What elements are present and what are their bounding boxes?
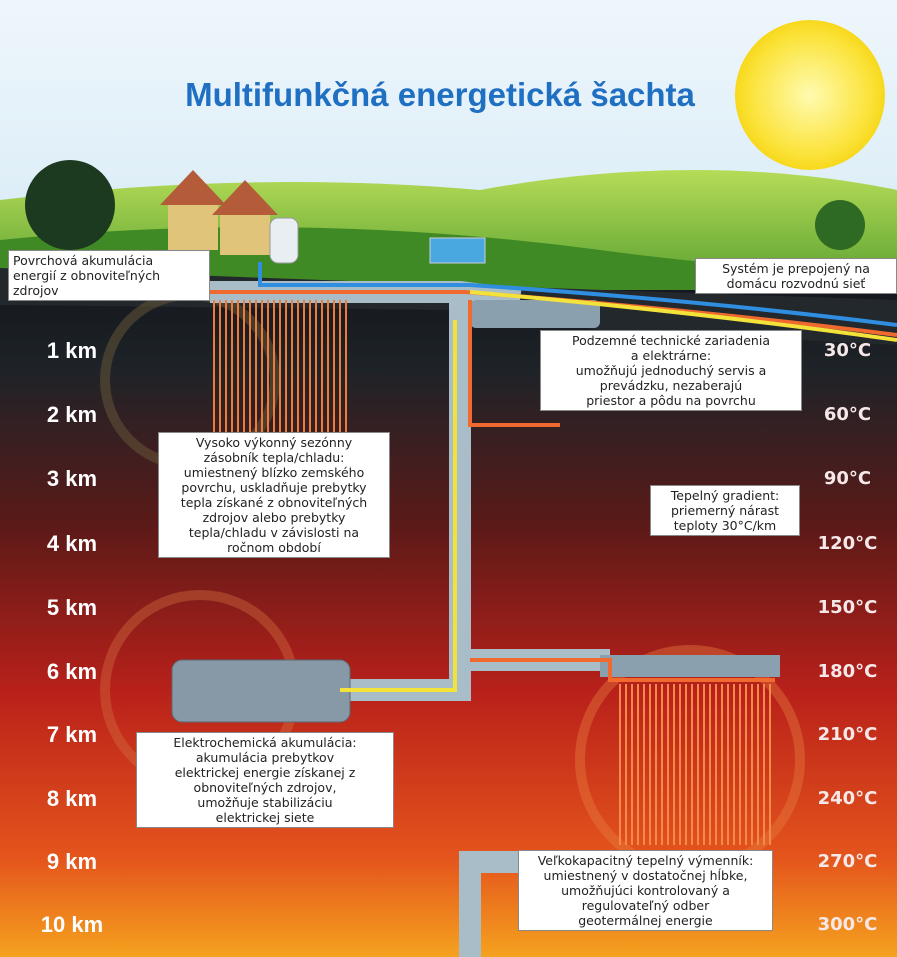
callout-line: regulovateľný odber (523, 898, 768, 913)
callout-line: ročnom období (163, 540, 385, 555)
depth-label: 6 km (22, 659, 122, 685)
callout-line: priestor a pôdu na povrchu (545, 393, 797, 408)
callout-line: Vysoko výkonný sezónny (163, 435, 385, 450)
title: Multifunkčná energetická šachta (0, 76, 880, 114)
temperature-label: 240°C (800, 788, 895, 809)
callout-line: umožňujúci kontrolovaný a (523, 883, 768, 898)
temperature-label: 150°C (800, 597, 895, 618)
temperature-label: 120°C (800, 533, 895, 554)
depth-label: 1 km (22, 338, 122, 364)
callout-line: geotermálnej energie (523, 913, 768, 928)
depth-label: 10 km (22, 912, 122, 938)
callout-line: akumulácia prebytkov (141, 750, 389, 765)
callout-line: umiestnený v dostatočnej hĺbke, (523, 868, 768, 883)
callout-line: Systém je prepojený na (700, 261, 892, 276)
callout-line: priemerný nárast (655, 503, 795, 518)
depth-label: 2 km (22, 402, 122, 428)
callout-line: Tepelný gradient: (655, 488, 795, 503)
callout-line: umiestnený blízko zemského (163, 465, 385, 480)
callout-line: Elektrochemická akumulácia: (141, 735, 389, 750)
depth-label: 7 km (22, 722, 122, 748)
depth-label: 4 km (22, 531, 122, 557)
callout-line: domácu rozvodnú sieť (700, 276, 892, 291)
callout-line: teploty 30°C/km (655, 518, 795, 533)
callout-line: obnoviteľných zdrojov, (141, 780, 389, 795)
callout-line: umožňujú jednoduchý servis a (545, 363, 797, 378)
temperature-label: 300°C (800, 914, 895, 935)
callout-line: zásobník tepla/chladu: (163, 450, 385, 465)
callout-line: prevádzku, nezaberajú (545, 378, 797, 393)
callout-line: Povrchová akumulácia (13, 253, 205, 268)
callout-line: povrchu, uskladňuje prebytky (163, 480, 385, 495)
callout: Elektrochemická akumulácia:akumulácia pr… (136, 732, 394, 828)
callout-line: tepla získané z obnoviteľných (163, 495, 385, 510)
temperature-label: 270°C (800, 851, 895, 872)
callout-line: umožňuje stabilizáciu (141, 795, 389, 810)
callout-line: a elektrárne: (545, 348, 797, 363)
infographic: Multifunkčná energetická šachta 1 km 2 km… (0, 0, 897, 957)
temperature-label: 90°C (800, 468, 895, 489)
callout-line: zdrojov alebo prebytky (163, 510, 385, 525)
callout-line: zdrojov (13, 283, 205, 298)
temperature-label: 30°C (800, 340, 895, 361)
depth-label: 5 km (22, 595, 122, 621)
depth-label: 8 km (22, 786, 122, 812)
callout-line: Podzemné technické zariadenia (545, 333, 797, 348)
temperature-label: 180°C (800, 661, 895, 682)
temperature-label: 210°C (800, 724, 895, 745)
background (0, 0, 897, 957)
callout-line: energií z obnoviteľných (13, 268, 205, 283)
callout-line: elektrickej energie získanej z (141, 765, 389, 780)
callout-line: elektrickej siete (141, 810, 389, 825)
depth-label: 9 km (22, 849, 122, 875)
temperature-label: 60°C (800, 404, 895, 425)
callout: Veľkokapacitný tepelný výmenník:umiestne… (518, 850, 773, 931)
callout-line: tepla/chladu v závislosti na (163, 525, 385, 540)
depth-label: 3 km (22, 466, 122, 492)
callout-line: Veľkokapacitný tepelný výmenník: (523, 853, 768, 868)
